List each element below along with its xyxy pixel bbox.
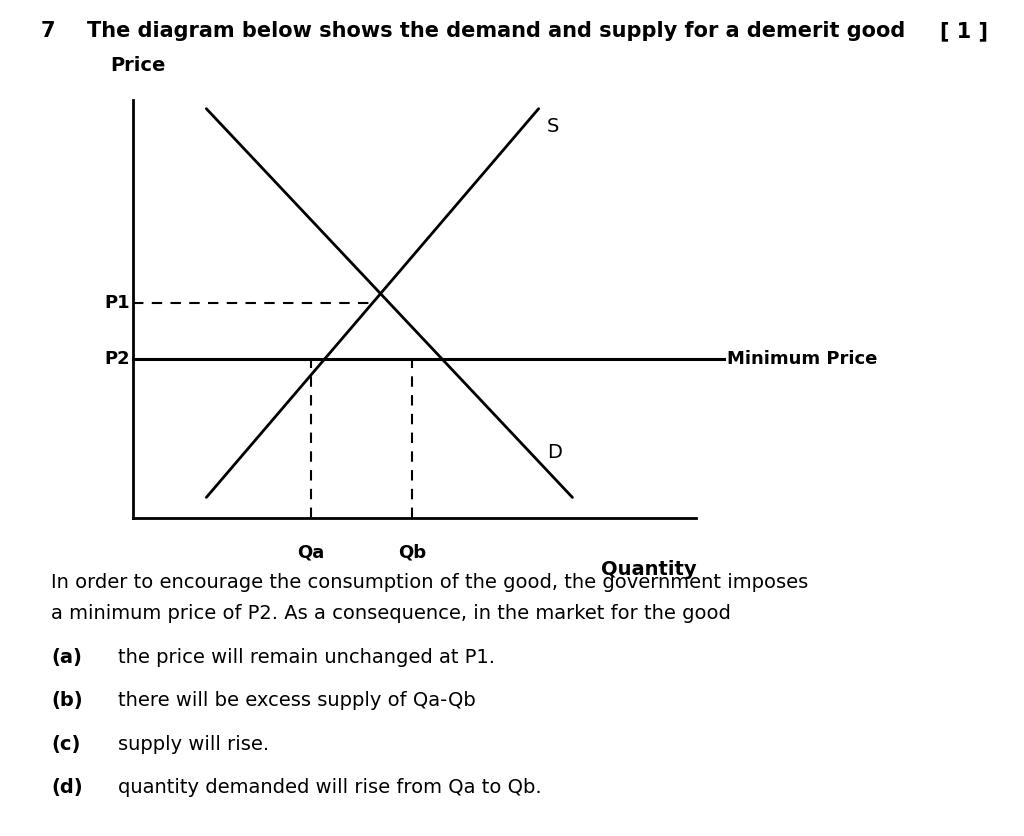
Text: Qb: Qb (398, 543, 426, 562)
Text: (d): (d) (51, 778, 83, 798)
Text: P2: P2 (104, 350, 130, 369)
Text: [ 1 ]: [ 1 ] (940, 21, 988, 41)
Text: supply will rise.: supply will rise. (118, 735, 269, 754)
Text: (c): (c) (51, 735, 81, 754)
Text: there will be excess supply of Qa-Qb: there will be excess supply of Qa-Qb (118, 691, 475, 711)
Text: 7: 7 (41, 21, 55, 41)
Text: (b): (b) (51, 691, 83, 711)
Text: The diagram below shows the demand and supply for a demerit good: The diagram below shows the demand and s… (87, 21, 905, 41)
Text: Price: Price (111, 56, 166, 75)
Text: quantity demanded will rise from Qa to Qb.: quantity demanded will rise from Qa to Q… (118, 778, 542, 798)
Text: a minimum price of P2. As a consequence, in the market for the good: a minimum price of P2. As a consequence,… (51, 604, 731, 623)
Text: (a): (a) (51, 648, 82, 667)
Text: D: D (547, 443, 562, 462)
Text: P1: P1 (104, 294, 130, 312)
Text: Minimum Price: Minimum Price (727, 350, 878, 369)
Text: Qa: Qa (297, 543, 325, 562)
Text: the price will remain unchanged at P1.: the price will remain unchanged at P1. (118, 648, 495, 667)
Text: In order to encourage the consumption of the good, the government imposes: In order to encourage the consumption of… (51, 573, 809, 592)
Text: Quantity: Quantity (601, 560, 696, 579)
Text: S: S (547, 117, 559, 136)
